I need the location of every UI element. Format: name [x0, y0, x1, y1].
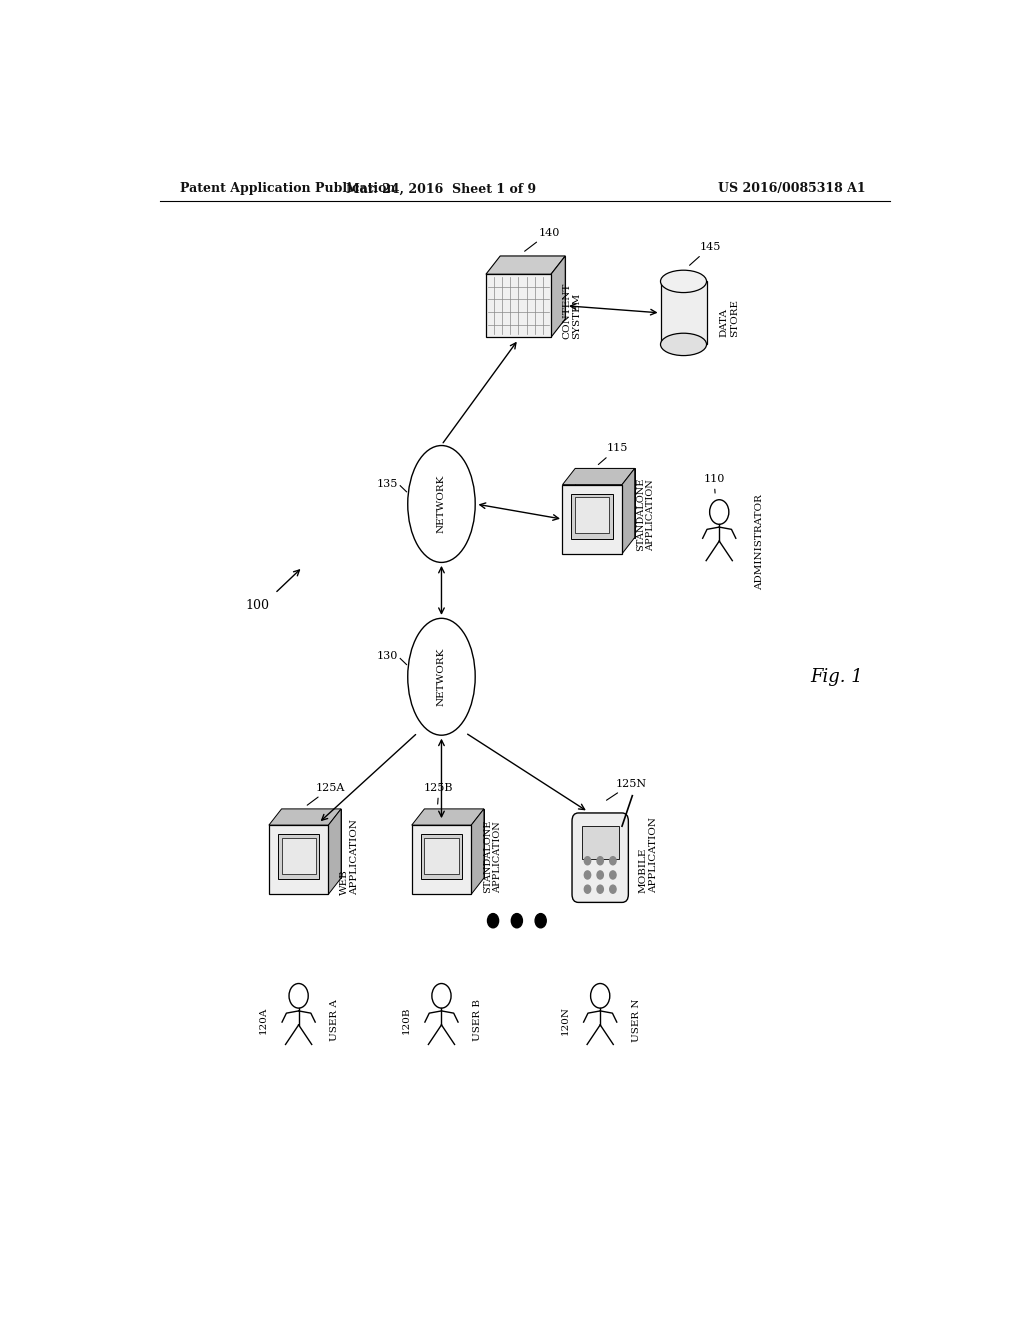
Text: DATA
STORE: DATA STORE: [719, 298, 738, 337]
Polygon shape: [551, 256, 565, 338]
Text: 145: 145: [689, 242, 721, 265]
Text: 110: 110: [703, 474, 725, 494]
Text: Fig. 1: Fig. 1: [811, 668, 863, 686]
Polygon shape: [562, 469, 635, 484]
FancyBboxPatch shape: [269, 825, 329, 894]
Text: Patent Application Publication: Patent Application Publication: [179, 182, 395, 195]
Text: USER B: USER B: [473, 999, 482, 1041]
FancyBboxPatch shape: [571, 494, 613, 539]
Text: 115: 115: [598, 444, 628, 465]
Circle shape: [597, 857, 603, 865]
FancyBboxPatch shape: [424, 809, 484, 878]
FancyBboxPatch shape: [278, 834, 319, 879]
Text: 140: 140: [524, 227, 560, 251]
FancyBboxPatch shape: [424, 838, 459, 874]
Polygon shape: [622, 469, 635, 554]
Text: 100: 100: [246, 599, 269, 612]
FancyBboxPatch shape: [412, 825, 471, 894]
Polygon shape: [269, 809, 341, 825]
FancyBboxPatch shape: [282, 809, 341, 878]
Circle shape: [585, 886, 591, 894]
Circle shape: [597, 886, 603, 894]
Text: 130: 130: [377, 652, 397, 661]
Text: 120B: 120B: [401, 1007, 411, 1034]
FancyBboxPatch shape: [282, 838, 315, 874]
Circle shape: [536, 913, 546, 928]
Text: 125A: 125A: [307, 783, 345, 805]
Circle shape: [585, 871, 591, 879]
Circle shape: [511, 913, 522, 928]
Text: Mar. 24, 2016  Sheet 1 of 9: Mar. 24, 2016 Sheet 1 of 9: [346, 182, 537, 195]
Text: WEB
APPLICATION: WEB APPLICATION: [340, 818, 359, 895]
Text: 120A: 120A: [259, 1007, 268, 1034]
FancyBboxPatch shape: [582, 826, 618, 859]
Circle shape: [609, 871, 616, 879]
FancyBboxPatch shape: [562, 484, 622, 554]
Text: US 2016/0085318 A1: US 2016/0085318 A1: [719, 182, 866, 195]
Text: ADMINISTRATOR: ADMINISTRATOR: [755, 494, 764, 590]
Text: 125N: 125N: [606, 779, 647, 800]
Circle shape: [609, 886, 616, 894]
Text: 125B: 125B: [424, 783, 454, 804]
Polygon shape: [412, 809, 484, 825]
FancyBboxPatch shape: [575, 469, 635, 537]
FancyBboxPatch shape: [575, 498, 609, 533]
Circle shape: [609, 857, 616, 865]
Text: USER A: USER A: [331, 999, 339, 1041]
Ellipse shape: [408, 446, 475, 562]
Polygon shape: [329, 809, 341, 894]
Circle shape: [487, 913, 499, 928]
Polygon shape: [486, 256, 565, 275]
Text: 120N: 120N: [560, 1006, 569, 1035]
Circle shape: [585, 857, 591, 865]
Text: 135: 135: [377, 479, 397, 488]
Text: CONTENT
SYSTEM: CONTENT SYSTEM: [562, 282, 582, 339]
FancyBboxPatch shape: [572, 813, 629, 903]
Ellipse shape: [408, 618, 475, 735]
Polygon shape: [471, 809, 484, 894]
Text: STANDALONE
APPLICATION: STANDALONE APPLICATION: [482, 820, 502, 894]
Circle shape: [597, 871, 603, 879]
FancyBboxPatch shape: [660, 281, 707, 345]
Text: NETWORK: NETWORK: [437, 648, 446, 706]
Ellipse shape: [660, 271, 707, 293]
Text: USER N: USER N: [632, 998, 641, 1041]
Ellipse shape: [660, 333, 707, 355]
Text: NETWORK: NETWORK: [437, 475, 446, 533]
Text: MOBILE
APPLICATION: MOBILE APPLICATION: [638, 817, 657, 892]
FancyBboxPatch shape: [421, 834, 462, 879]
FancyBboxPatch shape: [486, 275, 551, 338]
FancyBboxPatch shape: [500, 256, 565, 319]
Text: STANDALONE
APPLICATION: STANDALONE APPLICATION: [636, 478, 655, 550]
